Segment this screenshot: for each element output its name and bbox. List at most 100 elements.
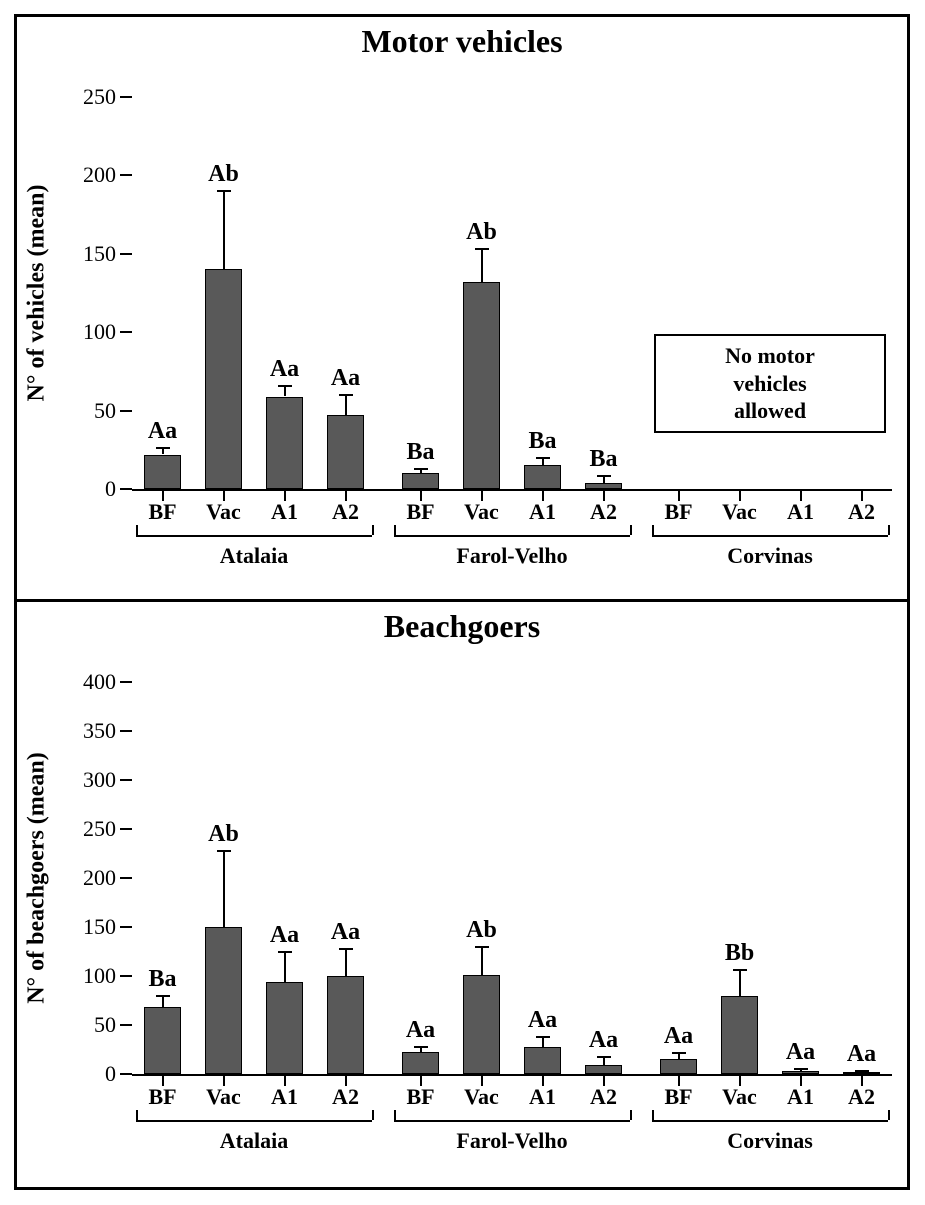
y-tick	[120, 253, 132, 255]
error-cap	[475, 946, 489, 948]
y-tick-label: 100	[83, 963, 116, 989]
error-cap	[414, 1046, 428, 1048]
y-tick-label: 150	[83, 914, 116, 940]
group-bracket-tick	[888, 1110, 890, 1120]
x-sub-label: A2	[590, 1084, 617, 1110]
x-tick	[223, 1074, 225, 1086]
error-bar	[284, 386, 286, 397]
y-axis-title: N° of beachgoers (mean)	[24, 752, 51, 1004]
y-tick-label: 250	[83, 84, 116, 110]
x-group-label: Farol-Velho	[456, 1128, 567, 1154]
x-tick	[481, 1074, 483, 1086]
y-tick-label: 200	[83, 865, 116, 891]
error-cap	[278, 385, 292, 387]
x-tick	[420, 1074, 422, 1086]
x-tick	[861, 1074, 863, 1086]
panel-title: Beachgoers	[17, 608, 907, 645]
x-tick	[420, 489, 422, 501]
x-sub-label: Vac	[464, 1084, 499, 1110]
y-tick-label: 150	[83, 241, 116, 267]
x-tick	[739, 1074, 741, 1086]
y-tick-label: 250	[83, 816, 116, 842]
y-tick-label: 200	[83, 162, 116, 188]
chart: N° of vehicles (mean) 050100150200250AaB…	[132, 97, 892, 489]
group-bracket-tick	[630, 1110, 632, 1120]
group-bracket-tick	[394, 1110, 396, 1120]
error-cap	[733, 969, 747, 971]
bar-annotation: Ab	[208, 821, 239, 848]
bar-annotation: Ba	[528, 428, 556, 455]
bar	[524, 465, 562, 489]
x-sub-label: BF	[406, 499, 434, 525]
bar	[205, 269, 243, 489]
bar	[144, 455, 182, 489]
x-group-label: Atalaia	[220, 543, 288, 569]
error-bar	[603, 1057, 605, 1065]
y-tick	[120, 926, 132, 928]
group-bracket-tick	[136, 525, 138, 535]
bar-annotation: Aa	[589, 1027, 618, 1054]
x-tick	[603, 489, 605, 501]
x-sub-label: A1	[529, 499, 556, 525]
error-cap	[156, 995, 170, 997]
error-bar	[162, 996, 164, 1008]
note-box: No motorvehiclesallowed	[654, 334, 886, 433]
group-bracket	[394, 1120, 630, 1122]
bar	[327, 415, 365, 489]
x-sub-label: A1	[787, 499, 814, 525]
figure: Motor vehicles N° of vehicles (mean) 050…	[0, 0, 925, 1205]
y-tick	[120, 488, 132, 490]
y-tick-label: 400	[83, 669, 116, 695]
bar-annotation: Ba	[589, 446, 617, 473]
x-tick	[345, 489, 347, 501]
panel-title: Motor vehicles	[17, 23, 907, 60]
x-tick	[162, 1074, 164, 1086]
x-sub-label: A1	[271, 1084, 298, 1110]
bar	[524, 1047, 562, 1074]
error-cap	[597, 1056, 611, 1058]
error-cap	[278, 951, 292, 953]
y-tick	[120, 730, 132, 732]
error-bar	[345, 395, 347, 415]
error-cap	[536, 1036, 550, 1038]
error-cap	[217, 190, 231, 192]
x-sub-label: A2	[590, 499, 617, 525]
y-tick-label: 50	[94, 1012, 116, 1038]
group-bracket-tick	[372, 1110, 374, 1120]
error-cap	[339, 394, 353, 396]
x-sub-label: Vac	[722, 1084, 757, 1110]
error-bar	[542, 458, 544, 466]
x-tick	[284, 1074, 286, 1086]
x-sub-label: A2	[332, 1084, 359, 1110]
error-cap	[536, 457, 550, 459]
group-bracket-tick	[372, 525, 374, 535]
x-sub-label: Vac	[464, 499, 499, 525]
y-tick-label: 0	[105, 1061, 116, 1087]
y-tick	[120, 681, 132, 683]
bar	[327, 976, 365, 1074]
bar-annotation: Aa	[406, 1017, 435, 1044]
y-tick-label: 50	[94, 398, 116, 424]
error-bar	[223, 851, 225, 927]
bar	[463, 975, 501, 1074]
group-bracket	[652, 1120, 888, 1122]
error-cap	[794, 1068, 808, 1070]
x-tick	[678, 1074, 680, 1086]
bar	[266, 982, 304, 1074]
x-tick	[345, 1074, 347, 1086]
group-bracket-tick	[630, 525, 632, 535]
y-tick	[120, 410, 132, 412]
x-group-label: Corvinas	[727, 543, 813, 569]
y-axis-title: N° of vehicles (mean)	[24, 185, 51, 402]
group-bracket-tick	[394, 525, 396, 535]
bar	[463, 282, 501, 489]
y-tick-label: 100	[83, 319, 116, 345]
x-tick	[800, 489, 802, 501]
x-group-label: Corvinas	[727, 1128, 813, 1154]
x-tick	[800, 1074, 802, 1086]
error-cap	[475, 248, 489, 250]
bar-annotation: Bb	[725, 940, 754, 967]
x-tick	[481, 489, 483, 501]
error-bar	[345, 949, 347, 976]
error-cap	[855, 1070, 869, 1072]
